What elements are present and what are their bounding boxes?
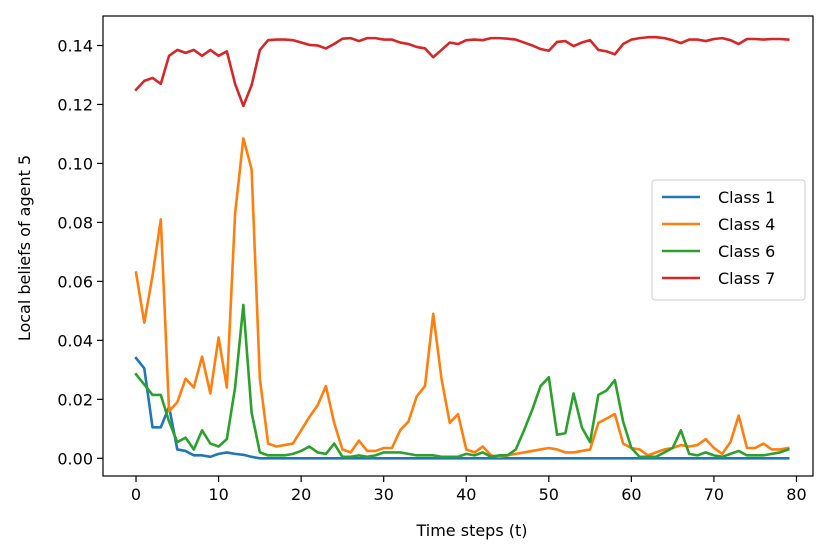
x-axis-title: Time steps (t)	[415, 521, 527, 540]
series-line-class-7	[134, 35, 790, 108]
y-tick-label: 0.02	[57, 390, 93, 409]
y-tick-label: 0.12	[57, 95, 93, 114]
x-tick-label: 40	[456, 485, 476, 504]
y-tick-label: 0.08	[57, 213, 93, 232]
x-axis: 0 10 20 30 40 50 60 70 80	[131, 476, 807, 504]
y-tick-label: 0.10	[57, 154, 93, 173]
x-tick-label: 60	[621, 485, 641, 504]
legend-label: Class 1	[718, 188, 775, 207]
x-tick-label: 70	[704, 485, 724, 504]
x-tick-label: 30	[374, 485, 394, 504]
legend-box	[651, 179, 806, 301]
legend: Class 1 Class 4 Class 6 Class 7	[651, 179, 806, 301]
series-line-class-1	[134, 356, 790, 460]
y-tick-label: 0.00	[57, 449, 93, 468]
y-tick-label: 0.04	[57, 331, 93, 350]
legend-label: Class 7	[718, 269, 775, 288]
series-line-class-6	[134, 303, 790, 459]
legend-label: Class 6	[718, 242, 775, 261]
x-tick-label: 10	[208, 485, 228, 504]
plot-frame	[102, 15, 814, 477]
series-line-class-4	[134, 137, 790, 459]
y-tick-label: 0.14	[57, 36, 93, 55]
legend-label: Class 4	[718, 215, 775, 234]
x-tick-label: 80	[786, 485, 806, 504]
y-axis: 0.00 0.02 0.04 0.06 0.08 0.10 0.12 0.14	[57, 36, 103, 468]
x-tick-label: 50	[539, 485, 559, 504]
y-axis-title: Local beliefs of agent 5	[15, 155, 34, 341]
x-tick-label: 0	[131, 485, 141, 504]
y-tick-label: 0.06	[57, 272, 93, 291]
x-tick-label: 20	[291, 485, 311, 504]
plot-area	[134, 35, 790, 460]
